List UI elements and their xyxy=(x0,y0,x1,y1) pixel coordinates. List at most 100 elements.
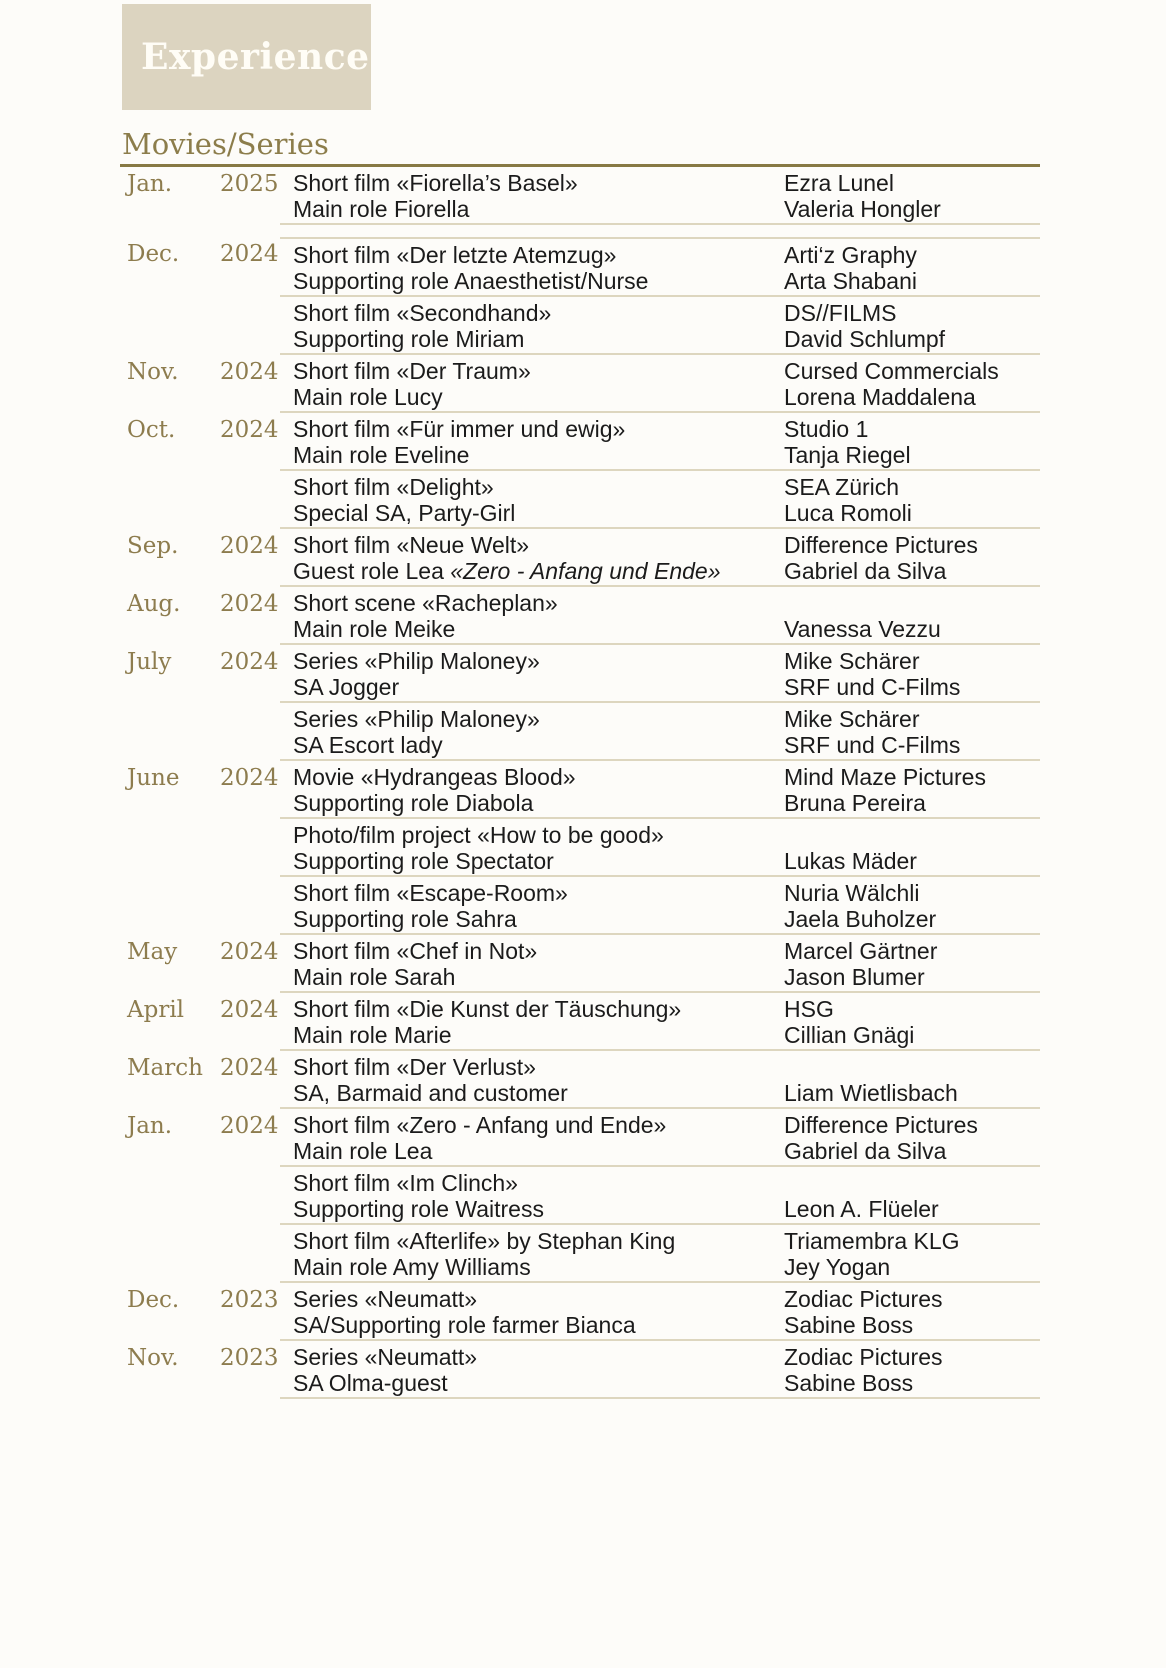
credit-month: Jan. xyxy=(127,1113,173,1139)
credit-body: Series «Philip Maloney» SA Jogger Mike S… xyxy=(280,645,1040,703)
credit-person: Vanessa Vezzu xyxy=(784,616,941,642)
credit-year xyxy=(220,1225,280,1283)
credit-role-text: Main role Lucy xyxy=(293,384,443,410)
credit-titles: Short film «Afterlife» by Stephan King M… xyxy=(293,1228,784,1280)
credit-month xyxy=(120,1167,220,1225)
credit-role-text: Guest role Lea xyxy=(293,558,451,584)
credit-company-col: Zodiac Pictures Sabine Boss xyxy=(784,1344,1040,1396)
credit-body: Short film «Escape-Room» Supporting role… xyxy=(280,877,1040,935)
credit-year xyxy=(220,877,280,935)
credit-company-col: Ezra Lunel Valeria Hongler xyxy=(784,170,1040,222)
credit-role-text: Main role Sarah xyxy=(293,964,456,990)
credit-person: Luca Romoli xyxy=(784,500,912,526)
credit-company-col: Vanessa Vezzu xyxy=(784,590,1040,642)
credit-company: Marcel Gärtner xyxy=(784,938,938,964)
credit-month: March xyxy=(127,1055,203,1081)
credit-row: Oct. 2024 Short film «Für immer und ewig… xyxy=(120,413,1040,471)
credit-titles: Series «Neumatt» SA/Supporting role farm… xyxy=(293,1286,784,1338)
credit-year xyxy=(220,703,280,761)
credit-row: Short film «Delight» Special SA, Party-G… xyxy=(120,471,1040,529)
credit-body: Short film «Chef in Not» Main role Sarah… xyxy=(280,935,1040,993)
credit-month: Oct. xyxy=(127,417,176,443)
credit-body: Short film «Der letzte Atemzug» Supporti… xyxy=(280,237,1040,297)
movies-series-section: Movies/Series Jan. 2025 Short film «Fior… xyxy=(120,126,1040,1399)
credit-title: Short scene «Racheplan» xyxy=(293,590,558,616)
section-title: Movies/Series xyxy=(120,126,1040,167)
credit-role: Supporting role Spectator xyxy=(293,848,784,874)
credit-company-col: Studio 1 Tanja Riegel xyxy=(784,416,1040,468)
credit-title: Movie «Hydrangeas Blood» xyxy=(293,764,576,790)
credit-month: Dec. xyxy=(127,1287,180,1313)
credit-year: 2024 xyxy=(220,649,279,675)
credit-company-col: Cursed Commercials Lorena Maddalena xyxy=(784,358,1040,410)
credit-title: Series «Philip Maloney» xyxy=(293,648,540,674)
credit-row: Dec. 2023 Series «Neumatt» SA/Supporting… xyxy=(120,1283,1040,1341)
credit-titles: Short film «Neue Welt» Guest role Lea «Z… xyxy=(293,532,784,584)
credit-month: Nov. xyxy=(127,1345,179,1371)
credit-body: Photo/film project «How to be good» Supp… xyxy=(280,819,1040,877)
credit-year: 2024 xyxy=(220,591,279,617)
credit-month: June xyxy=(127,765,180,791)
credit-role: SA Olma-guest xyxy=(293,1370,784,1396)
credit-year xyxy=(220,1167,280,1225)
credit-person: Leon A. Flüeler xyxy=(784,1196,939,1222)
credit-row: May 2024 Short film «Chef in Not» Main r… xyxy=(120,935,1040,993)
credit-body: Short film «Im Clinch» Supporting role W… xyxy=(280,1167,1040,1225)
credit-row: Short film «Im Clinch» Supporting role W… xyxy=(120,1167,1040,1225)
credit-body: Movie «Hydrangeas Blood» Supporting role… xyxy=(280,761,1040,819)
credit-title: Series «Philip Maloney» xyxy=(293,706,540,732)
credit-year xyxy=(220,819,280,877)
credit-company: Triamembra KLG xyxy=(784,1228,960,1254)
credit-month: Sep. xyxy=(127,533,179,559)
credit-year: 2024 xyxy=(220,765,279,791)
credits-table: Jan. 2025 Short film «Fiorella’s Basel» … xyxy=(120,167,1040,1399)
credit-body: Short film «Der Traum» Main role Lucy Cu… xyxy=(280,355,1040,413)
credit-role: Supporting role Diabola xyxy=(293,790,784,816)
credit-person: Arta Shabani xyxy=(784,268,917,294)
credit-role-text: Supporting role Miriam xyxy=(293,326,525,352)
credit-month: Nov. xyxy=(127,359,179,385)
credit-company-col: Liam Wietlisbach xyxy=(784,1054,1040,1106)
credit-body: Short film «Delight» Special SA, Party-G… xyxy=(280,471,1040,529)
credit-person: Sabine Boss xyxy=(784,1312,914,1338)
credit-title: Short film «Chef in Not» xyxy=(293,938,538,964)
credit-row: Nov. 2023 Series «Neumatt» SA Olma-guest… xyxy=(120,1341,1040,1399)
credit-month xyxy=(120,471,220,529)
credit-body: Short film «Afterlife» by Stephan King M… xyxy=(280,1225,1040,1283)
credit-title: Short film «Der Traum» xyxy=(293,358,531,384)
credit-role: Supporting role Miriam xyxy=(293,326,784,352)
credit-year xyxy=(220,297,280,355)
credit-role-text: Special SA, Party-Girl xyxy=(293,500,516,526)
credit-titles: Short film «Die Kunst der Täuschung» Mai… xyxy=(293,996,784,1048)
credit-titles: Short film «Secondhand» Supporting role … xyxy=(293,300,784,352)
credit-month xyxy=(120,877,220,935)
credit-year: 2024 xyxy=(220,939,279,965)
credit-month: Jan. xyxy=(127,171,173,197)
credit-row: Dec. 2024 Short film «Der letzte Atemzug… xyxy=(120,237,1040,297)
credit-row: Short film «Afterlife» by Stephan King M… xyxy=(120,1225,1040,1283)
credit-body: Short film «Für immer und ewig» Main rol… xyxy=(280,413,1040,471)
credit-row: Sep. 2024 Short film «Neue Welt» Guest r… xyxy=(120,529,1040,587)
credit-titles: Short film «Im Clinch» Supporting role W… xyxy=(293,1170,784,1222)
credit-title: Short film «Im Clinch» xyxy=(293,1170,518,1196)
credit-row: Photo/film project «How to be good» Supp… xyxy=(120,819,1040,877)
credit-role-text: SA/Supporting role farmer Bianca xyxy=(293,1312,636,1338)
credit-title: Short film «Delight» xyxy=(293,474,494,500)
credit-titles: Short film «Escape-Room» Supporting role… xyxy=(293,880,784,932)
credit-year: 2023 xyxy=(220,1345,279,1371)
credit-role: SA, Barmaid and customer xyxy=(293,1080,784,1106)
credit-role-text: Main role Amy Williams xyxy=(293,1254,531,1280)
credit-role: Main role Lucy xyxy=(293,384,784,410)
credit-row: March 2024 Short film «Der Verlust» SA, … xyxy=(120,1051,1040,1109)
credit-role: Supporting role Anaesthetist/Nurse xyxy=(293,268,784,294)
credit-person: Jaela Buholzer xyxy=(784,906,937,932)
credit-company-col: DS//FILMS David Schlumpf xyxy=(784,300,1040,352)
credit-person: Gabriel da Silva xyxy=(784,558,947,584)
credit-company-col: Triamembra KLG Jey Yogan xyxy=(784,1228,1040,1280)
credit-company: Cursed Commercials xyxy=(784,358,999,384)
credit-body: Short film «Neue Welt» Guest role Lea «Z… xyxy=(280,529,1040,587)
credit-row: Jan. 2024 Short film «Zero - Anfang und … xyxy=(120,1109,1040,1167)
credit-title: Short film «Der letzte Atemzug» xyxy=(293,242,617,268)
credit-title: Short film «Escape-Room» xyxy=(293,880,568,906)
